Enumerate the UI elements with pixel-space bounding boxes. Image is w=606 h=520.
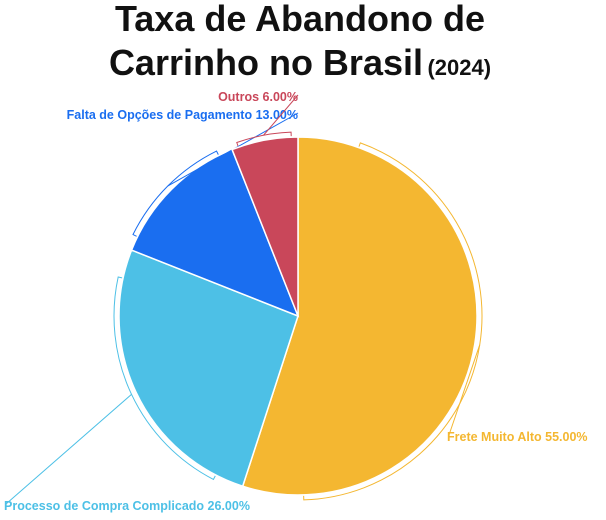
slice-label: Frete Muito Alto 55.00% <box>447 430 588 444</box>
slice-label: Outros 6.00% <box>218 90 298 104</box>
leader-line <box>448 344 481 436</box>
slice-label: Falta de Opções de Pagamento 13.00% <box>67 108 298 122</box>
slice-value: 13.00% <box>256 108 298 122</box>
slice-label: Processo de Compra Complicado 26.00% <box>4 499 250 513</box>
chart-title-line1: Taxa de Abandono de <box>115 0 485 39</box>
pie-slice <box>130 148 300 318</box>
slice-value: 55.00% <box>545 430 587 444</box>
slice-category: Falta de Opções de Pagamento <box>67 108 253 122</box>
pie-slice <box>241 136 478 496</box>
slice-value: 6.00% <box>263 90 298 104</box>
leader-line <box>5 393 132 505</box>
chart-subtitle: (2024) <box>427 55 491 80</box>
slice-value: 26.00% <box>208 499 250 513</box>
slice-category: Processo de Compra Complicado <box>4 499 204 513</box>
leader-bracket <box>303 142 483 501</box>
slice-category: Frete Muito Alto <box>447 430 542 444</box>
pie-slice <box>118 249 299 488</box>
slice-category: Outros <box>218 90 259 104</box>
leader-bracket <box>113 276 216 481</box>
chart-title-line2: Carrinho no Brasil (2024) <box>109 42 491 83</box>
leader-bracket <box>236 131 292 147</box>
pie-slice <box>231 136 299 317</box>
leader-line <box>263 94 299 136</box>
